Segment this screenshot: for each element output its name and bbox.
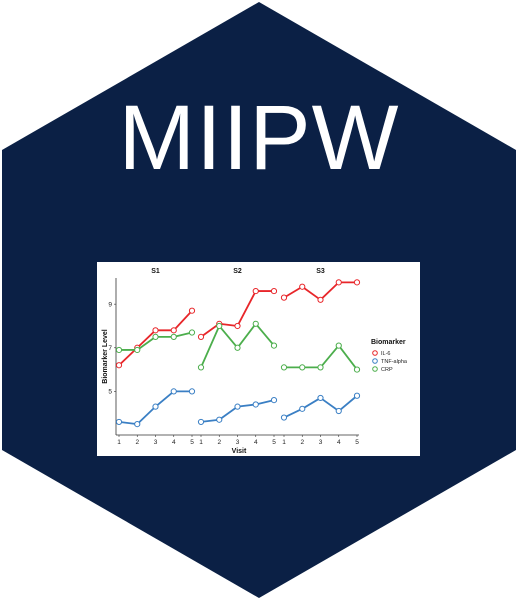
y-tick-label: 7: [108, 345, 112, 352]
data-point-crp: [188, 329, 196, 336]
data-point-tnf-alpha: [115, 418, 123, 426]
data-point-tnf-alpha: [299, 405, 306, 412]
data-point-tnf-alpha: [188, 388, 196, 395]
logo-title: MIIPW: [118, 87, 400, 189]
data-point-tnf-alpha: [353, 392, 361, 399]
data-point-il-6: [115, 362, 123, 369]
data-point-tnf-alpha: [270, 397, 278, 404]
facet-title: S3: [316, 268, 325, 275]
data-point-tnf-alpha: [317, 394, 324, 402]
data-point-tnf-alpha: [280, 414, 288, 421]
data-point-crp: [335, 342, 342, 349]
x-tick-label: 5: [272, 439, 276, 446]
data-point-il-6: [170, 327, 177, 334]
data-point-crp: [317, 364, 324, 371]
data-point-tnf-alpha: [335, 407, 342, 415]
data-point-crp: [252, 320, 259, 327]
x-axis-label: Visit: [232, 448, 247, 455]
series-line-il-6: [200, 290, 274, 338]
data-point-il-6: [197, 333, 205, 340]
y-tick-label: 5: [108, 389, 112, 396]
data-point-tnf-alpha: [197, 418, 205, 426]
legend-title: Biomarker: [371, 339, 406, 346]
data-point-il-6: [152, 327, 159, 334]
x-tick-label: 5: [190, 439, 194, 446]
data-point-crp: [152, 333, 159, 340]
data-point-tnf-alpha: [252, 401, 259, 408]
data-point-tnf-alpha: [170, 388, 177, 395]
x-tick-label: 1: [117, 439, 121, 446]
data-point-il-6: [280, 294, 288, 301]
data-point-tnf-alpha: [216, 416, 223, 423]
data-point-crp: [170, 333, 177, 340]
x-tick-label: 4: [254, 439, 258, 446]
x-tick-label: 2: [135, 439, 139, 446]
x-tick-label: 4: [172, 439, 176, 446]
x-tick-label: 1: [282, 439, 286, 446]
data-point-crp: [115, 346, 123, 354]
data-point-il-6: [317, 296, 324, 303]
data-point-tnf-alpha: [152, 403, 159, 410]
x-tick-label: 4: [337, 439, 341, 446]
chart-panel: 5 7 9 Biomarker Level Visit S1 1 2 3 4 5 S2 1 2 3 4 5 S3 1…: [97, 262, 420, 456]
data-point-crp: [270, 342, 278, 349]
data-point-il-6: [188, 307, 196, 314]
legend-label: CRP: [381, 367, 393, 373]
data-point-il-6: [252, 287, 259, 295]
y-axis-label: Biomarker Level: [102, 329, 109, 384]
legend-marker: [372, 350, 378, 356]
data-point-crp: [216, 322, 223, 330]
x-tick-label: 5: [355, 439, 359, 446]
data-point-crp: [134, 346, 141, 354]
x-tick-label: 3: [236, 439, 240, 446]
legend-label: IL-6: [381, 351, 390, 357]
x-tick-label: 2: [217, 439, 221, 446]
data-point-il-6: [299, 283, 306, 290]
legend-marker: [372, 366, 378, 372]
data-point-il-6: [270, 287, 278, 295]
data-point-il-6: [353, 279, 361, 286]
data-point-tnf-alpha: [234, 403, 241, 410]
x-tick-label: 3: [319, 439, 323, 446]
data-point-il-6: [335, 279, 342, 286]
legend-marker: [372, 358, 378, 364]
facet-title: S1: [151, 268, 160, 275]
x-tick-label: 2: [300, 439, 304, 446]
data-point-tnf-alpha: [134, 420, 141, 428]
legend-label: TNF-alpha: [381, 359, 408, 365]
y-tick-label: 9: [108, 301, 112, 308]
data-point-crp: [353, 366, 361, 373]
chart-svg: 5 7 9 Biomarker Level Visit S1 1 2 3 4 5 S2 1 2 3 4 5 S3 1…: [102, 268, 408, 455]
facet-title: S2: [233, 268, 242, 275]
series-line-tnf-alpha: [200, 399, 275, 423]
data-point-crp: [234, 344, 241, 351]
data-point-crp: [280, 364, 288, 371]
data-point-il-6: [234, 322, 241, 330]
data-point-crp: [299, 364, 306, 371]
x-tick-label: 3: [154, 439, 158, 446]
data-point-crp: [197, 364, 205, 371]
x-tick-label: 1: [199, 439, 203, 446]
